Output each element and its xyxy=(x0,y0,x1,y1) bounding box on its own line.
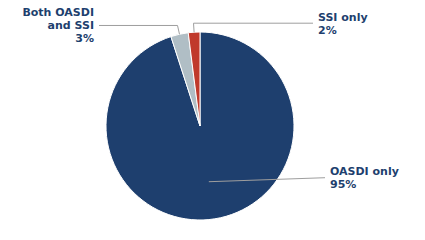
slice-label: Both OASDIand SSI xyxy=(22,6,94,32)
chart-container: OASDI only95% Both OASDIand SSI3% SSI only… xyxy=(0,0,425,240)
leaders xyxy=(99,23,325,182)
value-label: 95% xyxy=(330,178,356,191)
slice-label-line: Both OASDI xyxy=(22,6,94,19)
slice-label-line: OASDI only xyxy=(330,165,399,178)
slice-label-line: SSI only xyxy=(318,11,368,24)
slice-label: SSI only xyxy=(318,11,368,24)
pie-slice xyxy=(106,32,294,220)
slice-label-line: and SSI xyxy=(48,19,94,32)
leader-line xyxy=(209,178,325,182)
pie-chart: OASDI only95% Both OASDIand SSI3% SSI only… xyxy=(0,0,425,240)
value-label: 3% xyxy=(75,32,94,45)
labels: OASDI only95% Both OASDIand SSI3% SSI only… xyxy=(22,6,398,191)
leader-line xyxy=(99,25,179,34)
slices xyxy=(106,32,294,220)
value-label: 2% xyxy=(318,24,337,37)
pie-slice xyxy=(171,33,200,126)
pie-slice xyxy=(188,32,200,126)
slice-label: OASDI only xyxy=(330,165,399,178)
leader-line xyxy=(194,23,313,32)
